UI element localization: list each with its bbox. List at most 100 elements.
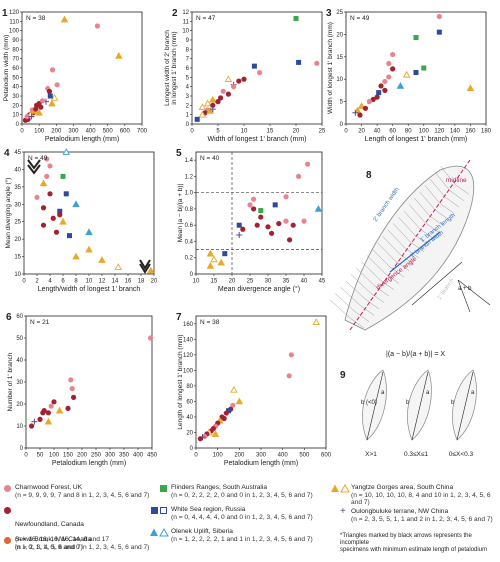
data-point-10: [57, 208, 63, 214]
data-point-5: [247, 202, 253, 208]
data-point-19: [236, 231, 243, 238]
x-tick-label: 200: [51, 129, 62, 135]
y-tick-label: 20: [12, 103, 19, 109]
n-label: N = 40: [200, 155, 220, 162]
data-point-6: [413, 69, 419, 75]
data-point-8: [223, 410, 229, 416]
x-tick-label: 100: [419, 129, 430, 135]
example-axis: [411, 371, 429, 441]
example-frond: [407, 369, 432, 441]
data-point-12: [276, 220, 282, 227]
y-tick-label: 20: [16, 402, 23, 408]
data-point-7: [55, 406, 64, 414]
branch-line: [408, 204, 426, 223]
branch-line: [419, 228, 435, 240]
legend-item-sekwi: Sekwi Brook, NW Canada (n = 0, 1, 1, 0, …: [4, 536, 154, 551]
branch-line: [364, 298, 380, 310]
y-axis-label: Length of longest 1' branch (mm): [177, 334, 184, 429]
y-tick-label: 25: [336, 10, 343, 16]
branch-line: [429, 178, 446, 198]
x-tick-label: 350: [119, 453, 130, 459]
data-point-5: [39, 179, 48, 187]
y-axis-label-line: Mean |a − b|/(a + b)|: [177, 183, 184, 242]
data-point-22: [231, 84, 237, 90]
branch-line: [424, 185, 441, 204]
x-tick-label: 25: [247, 279, 254, 285]
example-frond: [362, 369, 387, 441]
y-axis-label-line: Width of longest 1' branch (mm): [327, 22, 334, 114]
data-point-17: [72, 252, 80, 260]
data-point-8: [466, 84, 475, 92]
data-point-15: [67, 233, 72, 239]
y-tick-label: 5: [186, 75, 190, 81]
data-point-11: [59, 217, 67, 225]
panel-number: 8: [366, 170, 372, 181]
data-point-22: [33, 106, 39, 112]
data-point-23: [209, 106, 216, 113]
x-tick-label: 250: [91, 453, 102, 459]
x-tick-label: 700: [137, 129, 148, 135]
data-point-21: [218, 95, 224, 101]
legend-count: (n = 9, 9, 9, 9, 7 and 8 in 1, 2, 3, 4, …: [15, 491, 150, 499]
x-tick-label: 10: [193, 279, 200, 285]
data-point-3: [230, 385, 238, 393]
x-tick-label: 20: [229, 279, 236, 285]
label-b: b (<0): [361, 400, 377, 406]
data-point-14: [41, 408, 47, 414]
branch-line: [335, 293, 356, 312]
data-point-4: [51, 399, 57, 405]
x-tick-label: 20: [358, 129, 365, 135]
y-tick-label: 10: [336, 77, 343, 83]
chevron-down-icon: [27, 159, 41, 175]
x-range-label: 0.3≤X≤1: [404, 451, 429, 458]
y-axis-label: Petalodium width (mm): [3, 35, 10, 101]
y-tick-label: 10: [14, 272, 21, 278]
data-point-2: [286, 373, 292, 379]
label-a: a: [381, 390, 385, 396]
data-point-21: [210, 255, 218, 263]
data-point-14: [290, 222, 296, 228]
data-point-0: [148, 335, 154, 341]
x-tick-label: 500: [299, 453, 310, 459]
data-point-8: [72, 200, 80, 208]
flinders-marker-icon: [160, 485, 167, 492]
legend-item-charnwood: Charnwood Forest, UK (n = 9, 9, 9, 9, 7 …: [4, 484, 154, 499]
branch-line: [414, 198, 431, 217]
branch-line: [393, 223, 411, 242]
data-point-6: [65, 405, 71, 411]
data-point-10: [48, 99, 56, 107]
y-axis-label-line: in longest 1' branch (mm): [171, 31, 178, 104]
data-point-3: [49, 67, 56, 73]
x-tick-label: 0: [194, 453, 198, 459]
branch-line: [435, 172, 451, 191]
x-tick-label: 400: [86, 129, 97, 135]
data-point-12: [29, 423, 35, 429]
data-point-1: [68, 377, 74, 383]
y-tick-label: 8: [186, 47, 190, 53]
whitesea-filled-marker-icon: [151, 507, 158, 514]
chevron-down-icon: [139, 259, 151, 274]
legend-name: Yangtze Gorges area, South China: [351, 484, 454, 491]
plus-marker-icon: +: [340, 506, 346, 517]
y-tick-label: 30: [12, 94, 19, 100]
legend-count: (n = 0, 1, 1, 0, 0 and 0 in 1, 2, 3, 4, …: [15, 543, 150, 551]
data-point-14: [210, 102, 216, 108]
data-point-14: [85, 245, 93, 253]
x-tick-label: 5: [216, 129, 220, 135]
y-axis-label: Mean diverging angle (°): [4, 178, 12, 249]
branch-line: [403, 210, 421, 230]
x-tick-label: 4: [48, 279, 52, 285]
x-tick-label: 15: [267, 129, 274, 135]
plot-area: [23, 151, 155, 275]
x-tick-label: 0: [22, 279, 26, 285]
petalodium-outline: [344, 165, 474, 331]
x-tick-label: 600: [120, 129, 131, 135]
data-point-2: [314, 60, 320, 66]
y-tick-label: 50: [12, 75, 19, 81]
data-point-17: [240, 226, 246, 232]
branch-line: [398, 217, 416, 236]
branch-line: [377, 242, 396, 261]
x-tick-label: 100: [213, 453, 224, 459]
y-axis-label-line: Petalodium width (mm): [3, 35, 10, 101]
data-point-11: [209, 95, 217, 103]
